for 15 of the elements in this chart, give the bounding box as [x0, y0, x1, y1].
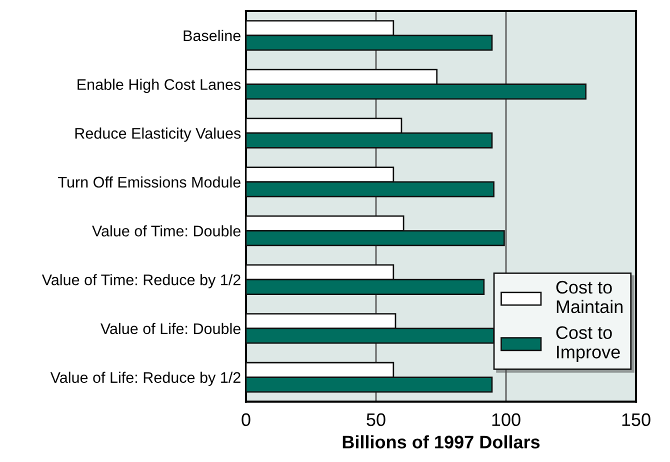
y-tick-label: Turn Off Emissions Module — [58, 176, 240, 188]
x-tick-label: 100 — [492, 413, 520, 426]
y-tick-label: Reduce Elasticity Values — [75, 128, 241, 142]
y-tick-label: Baseline — [184, 30, 240, 42]
y-tick-label: Value of Time: Double — [92, 225, 240, 236]
x-tick-label: 0 — [242, 413, 250, 426]
x-tick-label: 50 — [366, 413, 386, 426]
x-axis-title: Billions of 1997 Dollars — [342, 435, 540, 448]
legend-label: Cost to Maintain — [556, 280, 622, 314]
y-tick-label: Enable High Cost Lanes — [78, 78, 241, 93]
y-tick-label: Value of Time: Reduce by 1/2 — [42, 274, 240, 288]
legend-label: Cost to Improve — [556, 326, 620, 362]
y-tick-label: Value of Life: Reduce by 1/2 — [50, 372, 240, 386]
x-tick-label: 150 — [622, 413, 650, 426]
y-tick-label: Value of Life: Double — [100, 322, 240, 334]
